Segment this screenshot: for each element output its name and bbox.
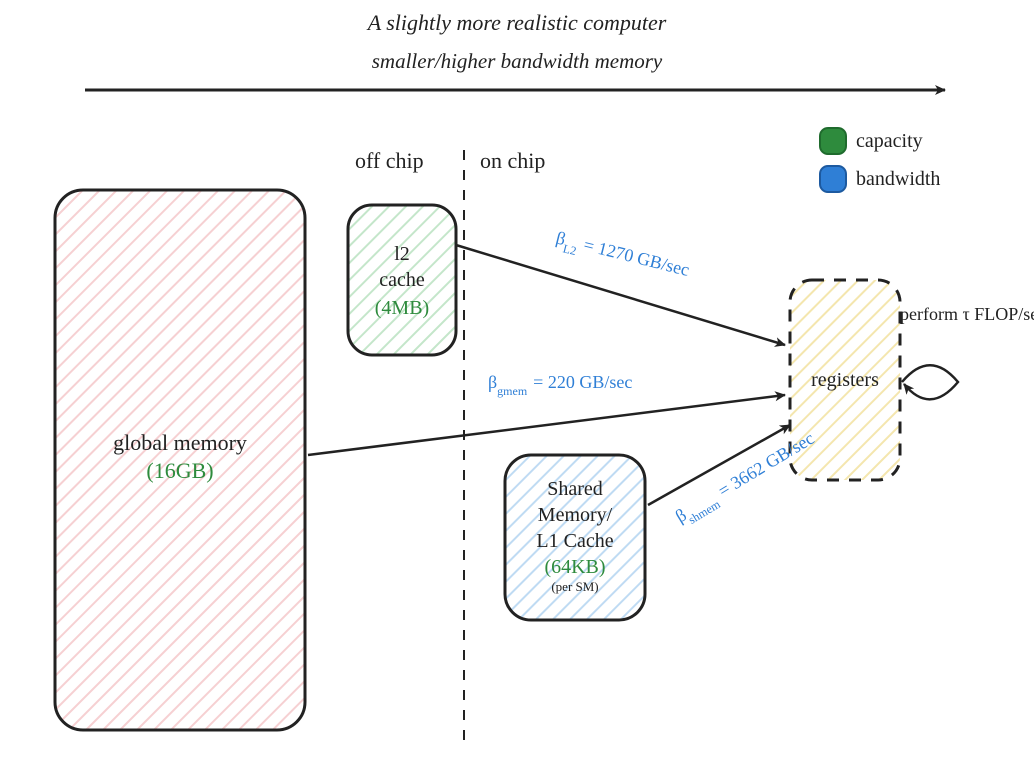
l1-subnote: (per SM)	[551, 579, 598, 594]
l1-label-2: Memory/	[538, 504, 613, 526]
l2-label-1: l2	[394, 243, 410, 265]
legend-label-capacity: capacity	[856, 130, 923, 152]
global-memory-label: global memory	[113, 430, 247, 455]
svg-text:βL2= 1270 GB/sec: βL2= 1270 GB/sec	[553, 227, 692, 285]
legend-swatch-capacity	[820, 128, 846, 154]
arrow-gmem-to-registers	[308, 395, 785, 455]
l1-label-1: Shared	[547, 478, 603, 500]
l1-capacity: (64KB)	[544, 556, 605, 578]
global-memory-capacity: (16GB)	[146, 458, 213, 483]
global-memory-box: global memory (16GB)	[55, 190, 305, 730]
l2-cache-box: l2 cache (4MB)	[348, 205, 456, 355]
beta-gmem-label: βgmem= 220 GB/sec	[488, 372, 632, 398]
beta-l2-label: βL2= 1270 GB/sec	[553, 227, 692, 285]
l1-label-3: L1 Cache	[536, 530, 613, 552]
flop-label: perform τ FLOP/sec	[900, 304, 1034, 324]
flop-self-loop	[902, 365, 958, 399]
legend-label-bandwidth: bandwidth	[856, 168, 940, 190]
l2-capacity: (4MB)	[375, 297, 429, 319]
l2-label-2: cache	[379, 269, 425, 291]
title-line-2: smaller/higher bandwidth memory	[372, 49, 663, 73]
off-chip-label: off chip	[355, 148, 424, 173]
title-line-1: A slightly more realistic computer	[366, 10, 667, 35]
on-chip-label: on chip	[480, 148, 545, 173]
registers-label: registers	[811, 369, 879, 391]
shared-l1-box: Shared Memory/L1 Cache (64KB)(per SM)	[505, 455, 645, 620]
svg-text:βgmem= 220 GB/sec: βgmem= 220 GB/sec	[488, 372, 632, 398]
legend-swatch-bandwidth	[820, 166, 846, 192]
